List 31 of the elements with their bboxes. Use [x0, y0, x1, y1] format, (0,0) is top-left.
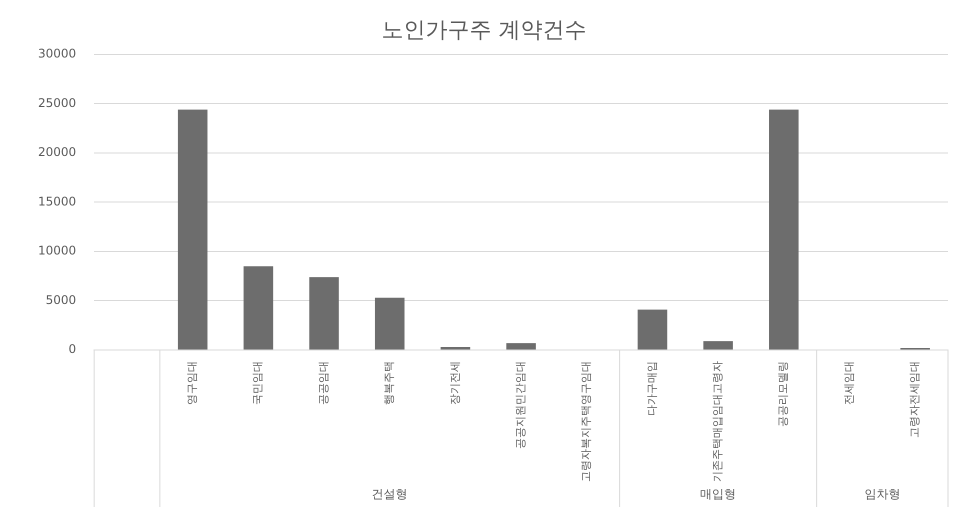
bar	[769, 110, 799, 350]
bar	[374, 298, 405, 350]
x-tick-label: 공공리모델링	[776, 361, 790, 427]
x-tick-label: 전세임대	[842, 361, 856, 405]
bar	[506, 343, 536, 350]
y-tick-label: 25000	[38, 96, 76, 110]
bar	[638, 310, 668, 350]
x-tick-label: 다가구매입	[645, 361, 658, 416]
x-tick-label: 장기전세	[448, 361, 462, 405]
x-tick-label: 영구임대	[186, 361, 199, 405]
x-tick-label: 행복주택	[382, 361, 396, 405]
x-tick-label: 고령자복지주택영구임대	[580, 361, 593, 482]
bar	[703, 341, 733, 350]
y-tick-label: 15000	[38, 194, 76, 208]
x-tick-label: 공공지원민간임대	[514, 361, 527, 449]
y-tick-label: 5000	[46, 292, 76, 307]
y-tick-label: 30000	[38, 46, 76, 61]
chart-title: 노인가구주 계약건수	[382, 18, 586, 43]
text: 건설형	[372, 487, 408, 502]
bar	[309, 277, 339, 350]
x-tick-label: 국민임대	[251, 361, 264, 405]
x-tick-label: 고령자전세임대	[908, 361, 922, 438]
bar	[178, 110, 208, 350]
y-tick-label: 20000	[38, 145, 76, 160]
x-tick-label: 공공임대	[316, 361, 330, 405]
y-tick-label: 0	[68, 342, 76, 356]
bar	[244, 266, 274, 350]
x-tick-label: 기존주택매입임대고령자	[710, 361, 724, 482]
text: 매입형	[700, 487, 736, 502]
text: 임차형	[864, 487, 900, 502]
y-tick-label: 10000	[38, 244, 76, 258]
